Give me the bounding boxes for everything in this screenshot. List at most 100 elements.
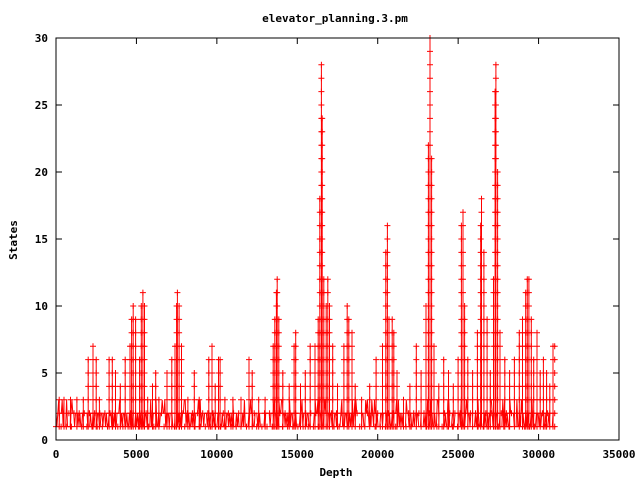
data-point (207, 423, 214, 430)
data-point (210, 410, 216, 417)
data-point (529, 410, 536, 417)
data-point (158, 410, 165, 417)
data-point (403, 423, 409, 430)
peak-point (551, 343, 558, 350)
peak-point (460, 249, 466, 256)
peak-point (319, 169, 326, 175)
peak-point (492, 142, 499, 149)
data-point (539, 410, 546, 417)
data-point (307, 410, 314, 417)
peak-point (431, 370, 437, 376)
y-tick-label: 25 (35, 99, 48, 112)
peak-point (478, 209, 485, 216)
data-point (382, 423, 389, 430)
peak-point (428, 249, 435, 256)
peak-point (477, 236, 484, 242)
data-point (166, 423, 173, 430)
peak-point (428, 276, 435, 283)
data-point (454, 423, 461, 430)
data-point (503, 410, 510, 417)
data-point (506, 423, 512, 430)
data-point (423, 423, 430, 430)
peak-point (279, 370, 286, 376)
peak-point (292, 356, 299, 363)
data-point (192, 423, 198, 430)
data-point (89, 423, 95, 430)
peak-point (275, 343, 282, 350)
data-point (176, 423, 183, 430)
data-point (410, 410, 417, 417)
peak-point (229, 396, 236, 403)
peak-point (534, 356, 540, 363)
peak-point (528, 329, 535, 336)
peak-point (384, 236, 391, 242)
data-point (336, 423, 343, 430)
peak-point (525, 289, 532, 296)
data-point (228, 423, 234, 430)
peak-point (480, 276, 487, 283)
peak-point (461, 316, 468, 323)
x-tick-label: 30000 (522, 448, 555, 461)
peak-point (428, 236, 435, 242)
peak-point (132, 329, 139, 336)
y-tick-label: 10 (35, 300, 48, 313)
peak-point (209, 370, 215, 376)
data-point (230, 410, 237, 417)
peak-point (184, 396, 191, 403)
data-point (354, 410, 361, 417)
peak-point (319, 195, 326, 202)
peak-point (246, 356, 252, 363)
data-point (63, 423, 70, 430)
data-point (498, 410, 505, 417)
peak-point (345, 316, 352, 323)
data-point (279, 423, 286, 430)
y-tick-label: 5 (41, 367, 48, 380)
data-point (202, 423, 209, 430)
peak-point (141, 343, 148, 350)
peak-point (334, 396, 341, 403)
peak-point (428, 303, 435, 309)
data-point (71, 410, 77, 417)
data-point (266, 410, 273, 417)
data-point (251, 410, 258, 417)
peak-point (480, 262, 487, 269)
peak-point (525, 276, 532, 283)
data-point (99, 423, 106, 430)
peak-point (501, 356, 508, 363)
peak-point (428, 155, 435, 162)
peak-point (141, 370, 148, 376)
peak-point (352, 383, 359, 390)
peak-point (141, 329, 148, 336)
peak-point (400, 396, 407, 403)
peak-point (413, 343, 420, 350)
data-point (302, 410, 309, 417)
data-point (508, 410, 515, 417)
peak-point (324, 289, 331, 296)
peak-point (394, 383, 400, 390)
peak-point (484, 343, 491, 350)
peak-point (132, 316, 139, 323)
peak-point (494, 276, 501, 283)
peak-point (349, 370, 355, 376)
peak-point (460, 276, 466, 283)
peak-point (178, 370, 185, 376)
peak-point (93, 356, 100, 363)
data-point (104, 423, 111, 430)
data-point (269, 423, 276, 430)
peak-point (249, 396, 256, 403)
peak-point (334, 383, 341, 390)
peak-point (141, 316, 148, 323)
peak-point (480, 303, 487, 309)
data-point (135, 423, 142, 430)
peak-point (440, 356, 447, 363)
x-tick-label: 15000 (281, 448, 314, 461)
data-point (467, 410, 474, 417)
y-tick-label: 0 (41, 434, 48, 447)
peak-point (484, 356, 491, 363)
data-point (482, 410, 489, 417)
data-point (91, 410, 98, 417)
data-point (415, 410, 422, 417)
data-point (261, 410, 268, 417)
peak-point (209, 356, 215, 363)
peak-point (319, 182, 326, 189)
